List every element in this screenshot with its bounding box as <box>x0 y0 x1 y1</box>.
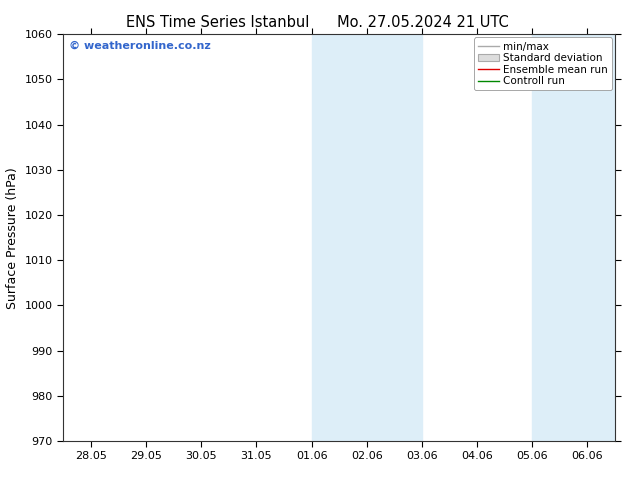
Legend: min/max, Standard deviation, Ensemble mean run, Controll run: min/max, Standard deviation, Ensemble me… <box>474 37 612 91</box>
Text: © weatheronline.co.nz: © weatheronline.co.nz <box>69 40 210 50</box>
Bar <box>533 34 615 441</box>
Y-axis label: Surface Pressure (hPa): Surface Pressure (hPa) <box>6 167 19 309</box>
Text: ENS Time Series Istanbul      Mo. 27.05.2024 21 UTC: ENS Time Series Istanbul Mo. 27.05.2024 … <box>126 15 508 30</box>
Bar <box>312 34 422 441</box>
